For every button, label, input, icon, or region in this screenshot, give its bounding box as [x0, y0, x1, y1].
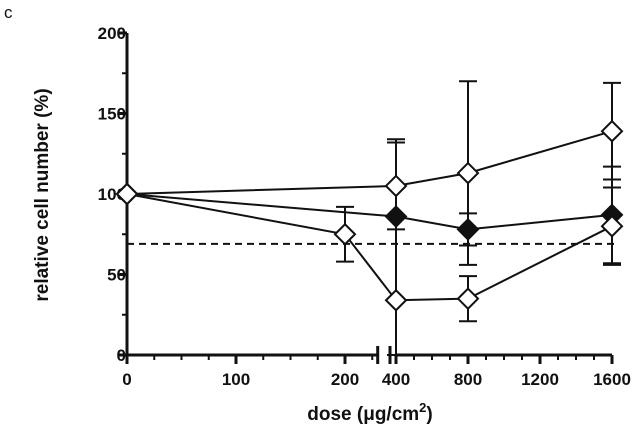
y-axis-title: relative cell number (%) [32, 88, 53, 301]
y-tick-label: 50 [107, 266, 126, 285]
series-line [126, 193, 613, 302]
x-axis-title-sup: 2 [419, 400, 426, 415]
series-lines-layer [126, 130, 613, 302]
data-point [333, 222, 357, 246]
markers-layer [115, 119, 624, 312]
x-tick-label: 1200 [521, 370, 559, 389]
y-tick-label: 0 [117, 346, 126, 365]
data-point [384, 174, 408, 198]
series-line [126, 130, 613, 195]
panel-label: c [4, 3, 13, 22]
data-point [600, 119, 624, 143]
data-point [600, 214, 624, 238]
x-tick-label: 100 [222, 370, 250, 389]
data-point [115, 182, 139, 206]
data-point [384, 205, 408, 228]
series-line [126, 193, 613, 231]
x-tick-label: 200 [331, 370, 359, 389]
x-tick-label: 0 [122, 370, 131, 389]
x-axis-title-close: ) [426, 404, 432, 425]
y-tick-label: 200 [98, 24, 126, 43]
data-point [384, 288, 408, 312]
x-tick-label: 1600 [593, 370, 631, 389]
y-tick-label: 150 [98, 105, 126, 124]
x-axis-title-main: dose (μg/cm [307, 404, 419, 425]
data-point [456, 218, 480, 241]
x-tick-label: 400 [382, 370, 410, 389]
data-point [456, 161, 480, 185]
x-tick-label: 800 [454, 370, 482, 389]
x-axis-title: dose (μg/cm2) [307, 400, 432, 425]
y-tick-label: 100 [98, 185, 126, 204]
data-point [456, 287, 480, 311]
axes: 0 50 100 150 200 0 100 200 400 800 1200 1600 [98, 24, 631, 389]
